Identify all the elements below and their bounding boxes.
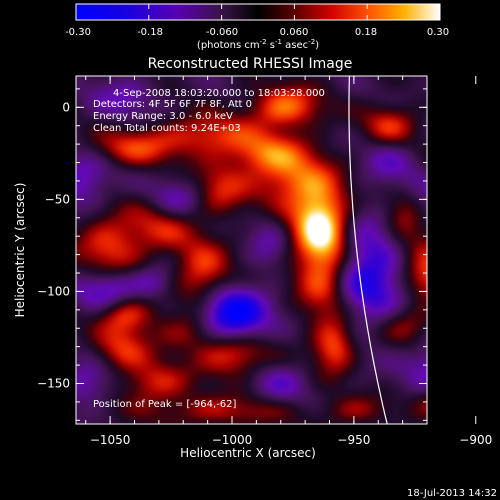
- colorbar-units: (photons cm-2 s-1 asec-2): [197, 38, 319, 51]
- annotation-detectors: Detectors: 4F 5F 6F 7F 8F, Att 0: [93, 99, 252, 110]
- annotations: 4-Sep-2008 18:03:20.000 to 18:03:28.000 …: [93, 88, 325, 410]
- colorbar-tick-label: 0.060: [280, 27, 309, 38]
- x-axis-ticks: −1050 −1000 −950 −900: [85, 76, 492, 447]
- annotation-time: 4-Sep-2008 18:03:20.000 to 18:03:28.000: [113, 88, 325, 99]
- colorbar-tick-label: -0.18: [137, 27, 163, 38]
- chart-title: Reconstructed RHESSI Image: [148, 56, 353, 72]
- annotation-clean: Clean Total counts: 9.24E+03: [93, 123, 241, 134]
- x-tick-label: −1000: [212, 433, 253, 447]
- plot-frame: [75, 75, 428, 425]
- colorbar-ticks: [75, 4, 441, 20]
- y-tick-label: −50: [45, 192, 70, 206]
- colorbar-gradient: [76, 4, 440, 20]
- colorbar-tick-label: -0.060: [206, 27, 238, 38]
- heatmap-image: [76, 76, 427, 424]
- annotation-energy: Energy Range: 3.0 - 6.0 keV: [93, 111, 233, 122]
- y-axis-ticks: 0 −50 −100 −150: [37, 88, 427, 421]
- x-tick-label: −900: [459, 433, 492, 447]
- colorbar-frame: [75, 3, 441, 21]
- footer-date: 18-Jul-2013 14:32: [407, 488, 497, 499]
- x-tick-label: −1050: [90, 433, 131, 447]
- y-tick-label: 0: [62, 100, 70, 114]
- solar-limb: [348, 76, 388, 424]
- x-axis-label: Heliocentric X (arcsec): [180, 446, 316, 460]
- colorbar-tick-label: 0.30: [427, 27, 449, 38]
- annotation-peak: Position of Peak = [-964,-62]: [93, 399, 237, 410]
- y-tick-label: −100: [37, 284, 70, 298]
- x-tick-label: −950: [337, 433, 370, 447]
- colorbar-tick-label: -0.30: [65, 27, 91, 38]
- y-tick-label: −150: [37, 376, 70, 390]
- y-axis-label: Heliocentric Y (arcsec): [13, 183, 27, 318]
- colorbar-tick-labels: -0.30 -0.18 -0.060 0.060 0.18 0.30: [65, 27, 449, 38]
- colorbar-tick-label: 0.18: [355, 27, 377, 38]
